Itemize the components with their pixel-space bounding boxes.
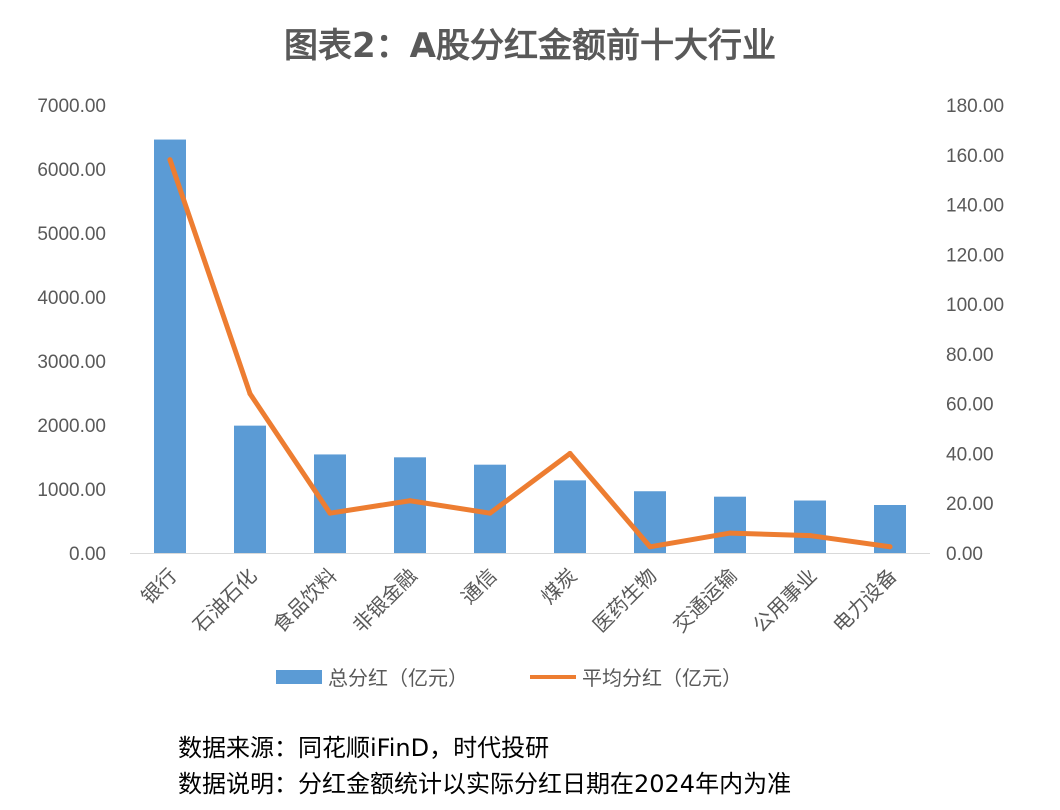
line-average-dividend: [167, 157, 893, 550]
left-axis-tick-label: 7000.00: [37, 96, 106, 117]
line-point-average-dividend: [327, 510, 333, 516]
left-axis-tick-label: 1000.00: [37, 480, 106, 501]
left-axis-tick-label: 0.00: [69, 544, 106, 565]
legend-item-average: 平均分红（亿元）: [530, 662, 742, 691]
x-axis-category-label: 交通运输: [668, 564, 742, 638]
right-axis-tick-label: 80.00: [946, 345, 994, 366]
legend-bar-swatch: [276, 669, 322, 684]
x-axis-category-label: 公用事业: [748, 564, 822, 638]
right-axis-tick-label: 100.00: [946, 295, 1004, 316]
bar-total-dividend: [474, 464, 506, 553]
left-axis-tick-label: 4000.00: [37, 288, 106, 309]
line-point-average-dividend: [487, 510, 493, 516]
legend-line-label: 平均分红（亿元）: [582, 666, 742, 690]
bar-total-dividend: [234, 425, 266, 553]
source-note: 数据来源：同花顺iFinD，时代投研: [178, 734, 550, 762]
x-axis-category-label: 医药生物: [588, 564, 662, 638]
line-point-average-dividend: [887, 544, 893, 550]
right-axis-tick-label: 120.00: [946, 245, 1004, 266]
bar-total-dividend: [794, 500, 826, 553]
right-axis-tick-label: 180.00: [946, 96, 1004, 117]
x-axis-category-label: 银行: [136, 564, 181, 609]
right-axis-tick-label: 20.00: [946, 494, 994, 515]
x-axis-category-label: 电力设备: [828, 564, 902, 638]
left-axis-tick-label: 6000.00: [37, 160, 106, 181]
line-point-average-dividend: [247, 391, 253, 397]
x-axis-category-label: 通信: [456, 564, 501, 609]
left-axis-tick-label: 5000.00: [37, 224, 106, 245]
left-axis-tick-label: 2000.00: [37, 416, 106, 437]
right-axis-tick-label: 0.00: [946, 544, 983, 565]
bar-total-dividend: [554, 480, 586, 553]
legend-item-total: 总分红（亿元）: [276, 662, 468, 691]
x-axis-category-label: 石油石化: [188, 564, 262, 638]
chart-notes: 数据来源：同花顺iFinD，时代投研 数据说明：分红金额统计以实际分红日期在20…: [178, 730, 791, 802]
legend-line-swatch: [530, 674, 576, 679]
line-point-average-dividend: [567, 450, 573, 456]
line-point-average-dividend: [807, 533, 813, 539]
line-point-average-dividend: [647, 544, 653, 550]
explanation-note: 数据说明：分红金额统计以实际分红日期在2024年内为准: [178, 770, 792, 798]
bar-total-dividend: [394, 457, 426, 553]
bar-total-dividend: [714, 496, 746, 553]
line-point-average-dividend: [407, 498, 413, 504]
x-axis-category-label: 煤炭: [536, 564, 581, 609]
line-point-average-dividend: [167, 157, 173, 163]
chart-legend: 总分红（亿元） 平均分红（亿元）: [0, 662, 1060, 692]
legend-bar-label: 总分红（亿元）: [328, 666, 468, 690]
x-axis-category-label: 非银金融: [348, 564, 422, 638]
right-axis-tick-label: 140.00: [946, 196, 1004, 217]
right-axis-tick-label: 160.00: [946, 146, 1004, 167]
line-point-average-dividend: [727, 530, 733, 536]
chart-title: 图表2：A股分红金额前十大行业: [284, 26, 776, 66]
right-axis-tick-label: 60.00: [946, 395, 994, 416]
bar-total-dividend: [154, 139, 186, 553]
left-axis-tick-label: 3000.00: [37, 352, 106, 373]
right-axis-tick-label: 40.00: [946, 444, 994, 465]
bar-total-dividend: [314, 454, 346, 553]
x-axis-category-label: 食品饮料: [268, 564, 342, 638]
